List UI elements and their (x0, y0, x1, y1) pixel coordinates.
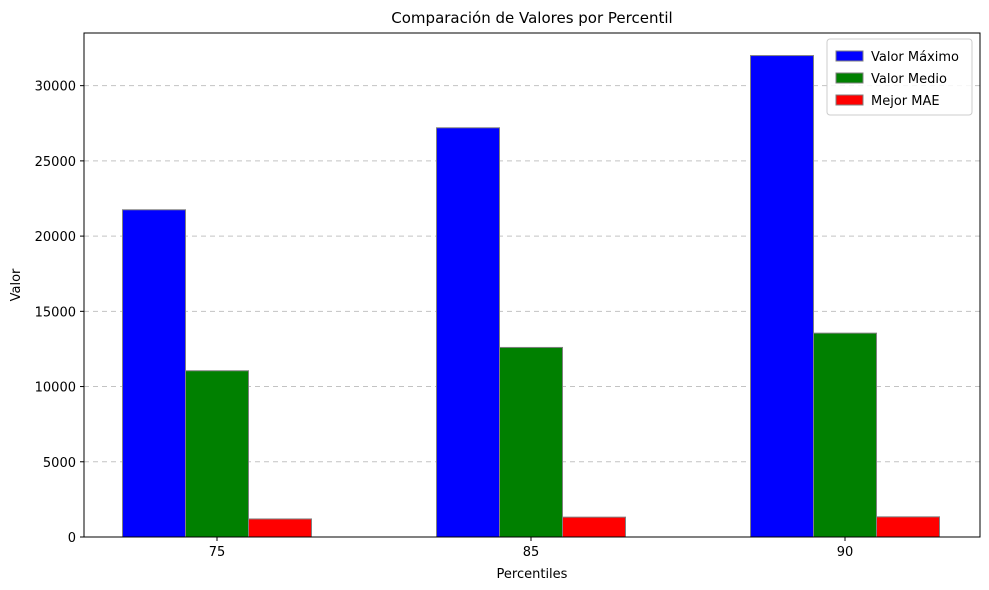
x-tick-label: 85 (523, 545, 540, 560)
legend-swatch (835, 94, 864, 106)
y-axis-label: Valor (9, 268, 24, 301)
bar-valor-medio-85 (499, 346, 563, 538)
y-tick-label: 5000 (43, 456, 76, 471)
bar-valor-medio-75 (185, 370, 249, 538)
x-tick-label: 90 (837, 545, 854, 560)
legend-label: Valor Máximo (871, 50, 959, 65)
y-tick-label: 25000 (35, 155, 76, 170)
legend-label: Mejor MAE (871, 94, 940, 109)
bar-valor-m-ximo-90 (750, 55, 814, 538)
legend-swatch (835, 50, 864, 62)
legend-label: Valor Medio (871, 72, 947, 87)
legend-swatch (835, 72, 864, 84)
y-tick-label: 10000 (35, 381, 76, 396)
bar-valor-m-ximo-85 (436, 127, 500, 538)
bars (122, 55, 940, 538)
bar-mejor-mae-90 (876, 516, 940, 538)
bar-valor-m-ximo-75 (122, 209, 186, 538)
bar-mejor-mae-85 (562, 516, 626, 538)
bar-valor-medio-90 (813, 332, 877, 538)
legend: Valor Máximo Valor Medio Mejor MAE (826, 38, 973, 116)
x-axis-ticks: 75 85 90 (209, 537, 854, 560)
x-axis-label: Percentiles (497, 567, 568, 582)
y-tick-label: 30000 (35, 80, 76, 95)
y-tick-label: 20000 (35, 230, 76, 245)
x-tick-label: 75 (209, 545, 226, 560)
chart-title: Comparación de Valores por Percentil (391, 9, 672, 27)
y-axis-ticks: 0 5000 10000 15000 20000 25000 30000 (35, 80, 84, 546)
bar-mejor-mae-75 (248, 518, 312, 538)
y-tick-label: 0 (68, 531, 76, 546)
y-tick-label: 15000 (35, 305, 76, 320)
plot-frame (83, 32, 981, 538)
